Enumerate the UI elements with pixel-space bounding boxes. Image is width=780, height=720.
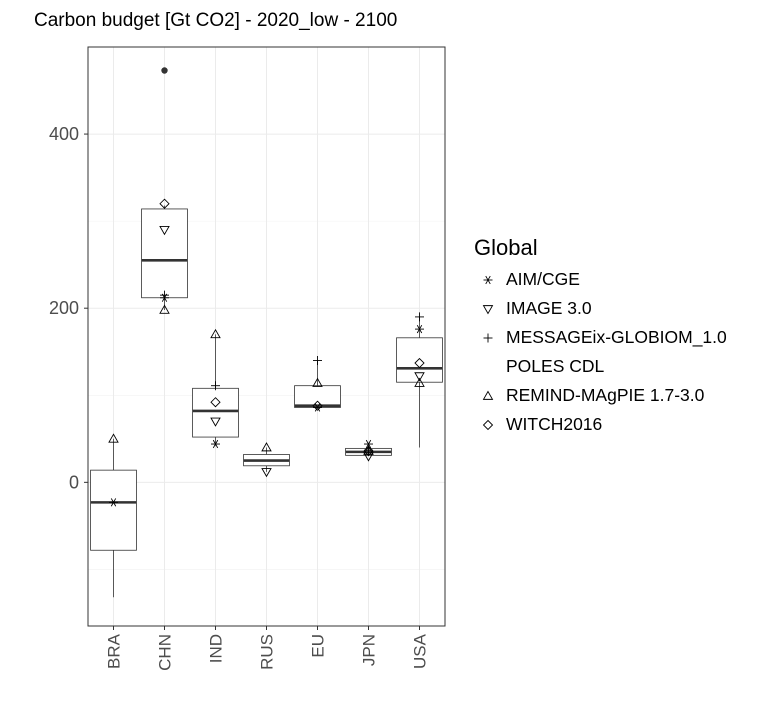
legend-symbol-triangle-down bbox=[482, 304, 494, 314]
legend-label: IMAGE 3.0 bbox=[506, 298, 592, 318]
point-plus bbox=[160, 290, 169, 300]
box-usa bbox=[396, 316, 443, 448]
box-iqr bbox=[294, 385, 341, 408]
legend-symbol-asterisk bbox=[483, 275, 493, 284]
x-tick-label: USA bbox=[411, 633, 430, 669]
point-asterisk bbox=[109, 498, 118, 507]
point-triangle-down bbox=[159, 226, 170, 236]
outlier-point bbox=[161, 67, 168, 74]
legend: Global AIM/CGE IMAGE 3.0 MESSAGEix-GLOBIOM… bbox=[474, 235, 727, 439]
legend-item: MESSAGEix-GLOBIOM_1.0 bbox=[474, 323, 727, 352]
legend-marker bbox=[482, 304, 494, 314]
legend-symbol-diamond bbox=[482, 419, 494, 430]
point-plus bbox=[211, 381, 220, 391]
legend-marker bbox=[482, 390, 494, 400]
box-iqr bbox=[192, 387, 239, 438]
point-plus bbox=[415, 312, 424, 322]
x-tick-label: IND bbox=[207, 634, 226, 663]
legend-items: AIM/CGE IMAGE 3.0 MESSAGEix-GLOBIOM_1.0 POL… bbox=[474, 265, 727, 439]
plot-border bbox=[87, 46, 446, 627]
box-ind bbox=[192, 334, 239, 446]
y-tick-label: 200 bbox=[49, 298, 79, 318]
legend-label: AIM/CGE bbox=[506, 269, 580, 289]
x-tick-label: RUS bbox=[258, 634, 277, 670]
point-triangle-up bbox=[414, 377, 425, 387]
x-tick-label: EU bbox=[309, 634, 328, 658]
legend-item: AIM/CGE bbox=[474, 265, 727, 294]
legend-item: REMIND-MAgPIE 1.7-3.0 bbox=[474, 381, 727, 410]
point-diamond bbox=[210, 397, 221, 408]
legend-item: WITCH2016 bbox=[474, 410, 727, 439]
point-triangle-down bbox=[261, 468, 272, 478]
legend-label: WITCH2016 bbox=[506, 414, 603, 434]
point-plus bbox=[313, 355, 322, 365]
point-diamond bbox=[159, 198, 170, 209]
box-iqr bbox=[396, 337, 443, 383]
point-triangle-up bbox=[159, 304, 170, 314]
point-asterisk bbox=[415, 324, 424, 334]
box-bra bbox=[90, 438, 137, 598]
point-triangle-up bbox=[312, 377, 323, 387]
y-tick-label: 400 bbox=[49, 124, 79, 144]
point-triangle-down bbox=[210, 417, 221, 427]
point-diamond bbox=[312, 400, 323, 411]
point-triangle-up bbox=[210, 328, 221, 339]
y-tick-label: 0 bbox=[69, 472, 79, 492]
legend-marker bbox=[483, 275, 493, 284]
point-triangle-up bbox=[363, 445, 374, 455]
x-tick-label: CHN bbox=[156, 634, 175, 671]
legend-symbol-plus bbox=[483, 333, 493, 342]
box-chn bbox=[141, 67, 188, 310]
legend-title: Global bbox=[474, 235, 538, 260]
legend-item: IMAGE 3.0 bbox=[474, 294, 727, 323]
legend-item: POLES CDL bbox=[474, 352, 727, 381]
box-iqr bbox=[90, 469, 137, 551]
legend-marker bbox=[483, 333, 493, 342]
point-triangle-up bbox=[108, 433, 119, 443]
legend-label: POLES CDL bbox=[506, 356, 605, 376]
legend-symbol-triangle-up bbox=[482, 390, 494, 400]
x-tick-label: BRA bbox=[105, 633, 124, 669]
point-asterisk bbox=[211, 439, 220, 449]
point-triangle-up bbox=[261, 442, 272, 452]
point-asterisk bbox=[364, 439, 373, 449]
legend-label: REMIND-MAgPIE 1.7-3.0 bbox=[506, 385, 705, 405]
point-triangle-down bbox=[414, 372, 425, 382]
legend-symbol-none bbox=[474, 357, 502, 377]
point-diamond bbox=[414, 357, 425, 369]
point-diamond bbox=[363, 445, 374, 457]
legend-marker bbox=[482, 419, 494, 430]
x-tick-label: JPN bbox=[360, 634, 379, 666]
chart-title: Carbon budget [Gt CO2] - 2020_low - 2100 bbox=[34, 10, 398, 31]
box-iqr bbox=[141, 208, 188, 299]
legend-label: MESSAGEix-GLOBIOM_1.0 bbox=[506, 327, 727, 347]
